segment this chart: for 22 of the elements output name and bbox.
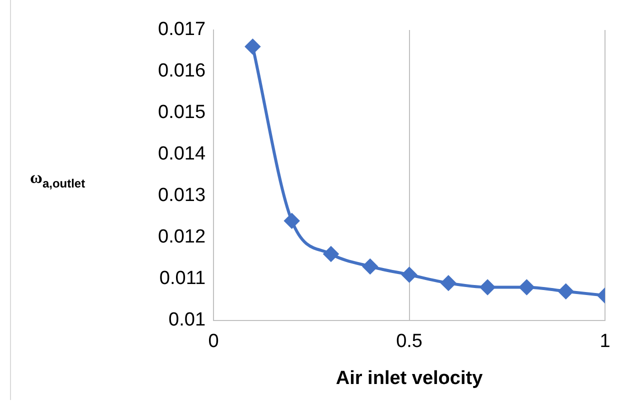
point	[323, 246, 338, 262]
y-tick-label: 0.016	[158, 60, 206, 82]
point	[284, 213, 300, 228]
y-tick-label: 0.014	[158, 144, 206, 165]
x-axis-title: Air inlet velocity	[336, 368, 484, 389]
y-tick-label: 0.01	[168, 310, 206, 331]
y-tick-label: 0.013	[158, 185, 206, 206]
point	[558, 284, 574, 299]
y-tick-label: 0.015	[158, 102, 206, 124]
x-tick-label: 1	[600, 331, 610, 352]
y-tick-label: 0.017	[158, 19, 206, 40]
point	[362, 258, 378, 274]
point	[402, 267, 417, 282]
y-tick-label: 0.012	[158, 226, 206, 248]
y-axis-title: ω$_{a,outlet}$	[30, 168, 86, 190]
x-tick-label: 0	[208, 331, 219, 352]
point	[440, 276, 456, 291]
point	[480, 280, 496, 295]
x-tick-label: 0.5	[396, 331, 422, 352]
point	[245, 39, 260, 54]
point	[519, 280, 534, 295]
y-tick-label: 0.011	[159, 268, 206, 290]
